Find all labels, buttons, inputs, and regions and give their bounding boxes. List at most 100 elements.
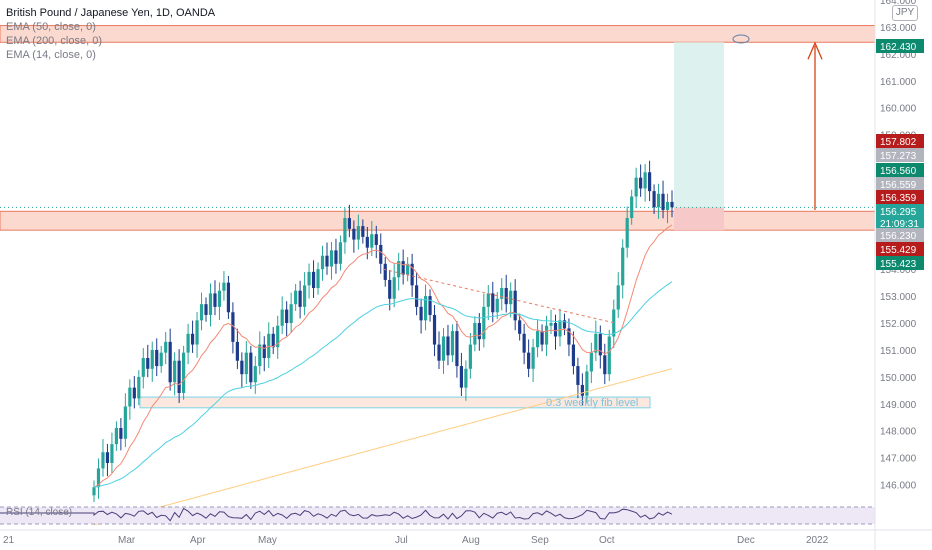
candle-body (370, 234, 374, 248)
candle-body (531, 347, 535, 369)
price-label-bg (876, 148, 924, 162)
candle-body (186, 333, 190, 353)
candle-body (365, 236, 369, 248)
candle-body (249, 352, 253, 383)
candle-body (320, 255, 325, 270)
candle-body (311, 271, 316, 289)
price-label-green: 155.423 (880, 259, 917, 270)
candle-body (123, 406, 127, 439)
candle-body (392, 277, 396, 299)
stop-area (674, 207, 724, 231)
candle-body (603, 355, 607, 375)
candle-body (101, 452, 105, 469)
candle-body (298, 290, 302, 307)
x-tick-label: 21 (3, 535, 15, 546)
candle-body (231, 312, 235, 342)
target-area (674, 42, 724, 208)
candle-body (544, 325, 549, 345)
legend-ema200[interactable]: EMA (200, close, 0) (6, 35, 102, 47)
candle-body (141, 358, 145, 377)
candle-body (500, 288, 504, 299)
candle-body (598, 333, 602, 356)
legend-ema50[interactable]: EMA (50, close, 0) (6, 21, 96, 33)
candle-body (119, 428, 123, 439)
candle-body (343, 218, 347, 243)
x-tick-label: 2022 (806, 535, 829, 546)
y-tick-label: 152.000 (880, 319, 917, 330)
candle-body (262, 344, 266, 359)
rsi-line (0, 507, 673, 522)
candle-body (155, 349, 159, 367)
candle-body (446, 336, 450, 356)
candle-body (410, 263, 414, 286)
ema50-line (93, 281, 673, 488)
candle-body (213, 293, 217, 307)
candle-body (289, 304, 293, 324)
candle-body (482, 306, 486, 340)
chart-legend: British Pound / Japanese Yen, 1D, OANDA … (6, 6, 215, 62)
symbol-title[interactable]: British Pound / Japanese Yen, 1D, OANDA (6, 7, 216, 19)
candle-body (562, 320, 567, 329)
candle-body (132, 387, 136, 399)
price-label-red: 156.359 (880, 193, 917, 204)
price-label-last: 156.295 (880, 207, 917, 218)
candle-body (244, 352, 248, 375)
candle-body (576, 366, 580, 385)
candle-body (423, 296, 428, 321)
price-label-gray: 156.559 (880, 180, 917, 191)
candle-body (567, 328, 571, 345)
candle-body (652, 191, 656, 208)
legend-ema14[interactable]: EMA (14, close, 0) (6, 49, 96, 61)
candle-body (491, 293, 495, 313)
candle-body (379, 244, 383, 264)
candle-body (173, 360, 177, 383)
y-tick-label: 146.000 (880, 481, 917, 492)
candle-body (509, 290, 513, 305)
candle-body (325, 255, 329, 267)
price-label-bg (876, 177, 924, 191)
x-tick-label: May (258, 535, 277, 546)
candle-body (415, 285, 419, 307)
candle-body (164, 341, 168, 353)
x-tick-label: Dec (737, 535, 755, 546)
candle-body (226, 282, 231, 313)
y-tick-label: 149.000 (880, 400, 917, 411)
price-label-bg (876, 39, 924, 53)
candle-body (589, 352, 593, 372)
y-tick-label: 163.000 (880, 23, 917, 34)
candle-body (634, 177, 638, 197)
candle-body (585, 371, 589, 396)
candle-body (294, 290, 298, 305)
candle-body (383, 263, 387, 280)
rsi-band (0, 507, 875, 524)
candle-body (428, 296, 432, 315)
candle-body (656, 193, 661, 208)
currency-badge[interactable]: JPY (892, 5, 918, 21)
candle-body (553, 323, 558, 337)
candle-body (630, 196, 634, 219)
candle-body (406, 263, 410, 275)
candle-body (468, 344, 472, 369)
y-tick-label: 148.000 (880, 427, 917, 438)
candle-body (276, 325, 280, 348)
price-label-red: 155.429 (880, 245, 917, 256)
target-arrowhead (807, 41, 823, 60)
candle-body (177, 360, 181, 394)
candle-body (307, 271, 311, 286)
candle-body (150, 349, 154, 369)
fib-zone (139, 396, 651, 409)
candle-body (128, 387, 132, 407)
candle-body (594, 333, 598, 353)
candle-body (639, 177, 643, 189)
candle-body (334, 250, 338, 264)
price-label-bg (876, 134, 924, 148)
candle-body (338, 242, 343, 264)
candle-body (397, 261, 401, 278)
candle-body (240, 360, 244, 375)
candle-body (195, 320, 199, 345)
candle-body (647, 172, 652, 192)
candle-body (464, 368, 468, 388)
price-label-red: 157.802 (880, 137, 917, 148)
y-tick-label: 147.000 (880, 454, 917, 465)
